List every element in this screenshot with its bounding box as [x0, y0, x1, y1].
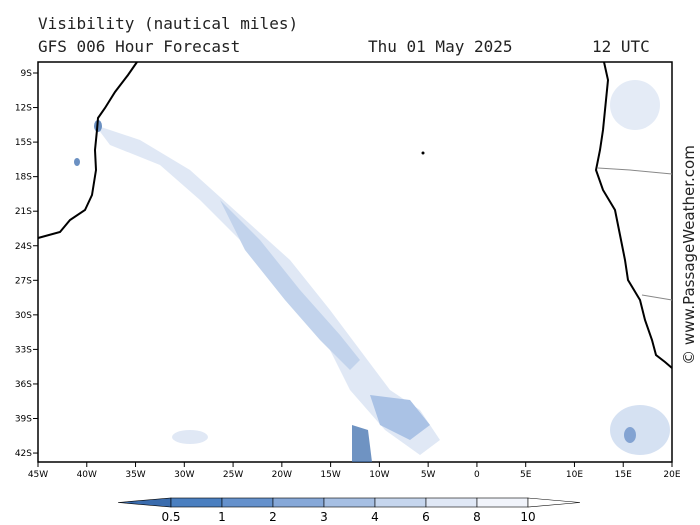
- colorbar-swatch: [117, 497, 172, 508]
- credit: © www.PassageWeather.com: [680, 145, 698, 365]
- title: Visibility (nautical miles): [38, 14, 298, 33]
- lon-label: 15E: [615, 470, 632, 480]
- colorbar-swatch: [323, 497, 376, 508]
- coastline-south-america: [37, 61, 138, 239]
- coastline-africa: [594, 61, 673, 369]
- colorbar-swatch: [272, 497, 325, 508]
- colorbar-label: 6: [422, 510, 430, 524]
- visibility-field: [74, 80, 670, 462]
- lon-axis: 45W 40W 35W 30W 25W 20W 15W 10W 5W 0 5E 10E 15E 20E: [28, 462, 681, 480]
- colorbar-swatch: [425, 497, 478, 508]
- colorbar-label: 10: [520, 510, 535, 524]
- colorbar-label: 0.5: [161, 510, 180, 524]
- colorbar-label: 1: [218, 510, 226, 524]
- lon-label: 5E: [520, 470, 532, 480]
- lon-label: 5W: [421, 470, 436, 480]
- colorbar-label: 8: [473, 510, 481, 524]
- map-area: [37, 61, 673, 463]
- lat-label: 27S: [15, 276, 32, 286]
- lon-label: 35W: [125, 470, 145, 480]
- lat-label: 9S: [21, 69, 33, 79]
- colorbar-swatch: [221, 497, 274, 508]
- colorbar-swatch: [374, 497, 427, 508]
- lon-label: 10W: [369, 470, 389, 480]
- lon-label: 45W: [28, 470, 48, 480]
- lat-axis: 9S 12S 15S 18S 21S 24S 27S 30S 33S 36S 39S 42S: [15, 69, 38, 459]
- lat-label: 30S: [15, 311, 32, 321]
- lat-label: 36S: [15, 380, 32, 390]
- colorbar-swatch: [476, 497, 529, 508]
- lat-label: 24S: [15, 242, 32, 252]
- colorbar-label: 4: [371, 510, 379, 524]
- lat-label: 39S: [15, 415, 32, 425]
- lon-label: 15W: [320, 470, 340, 480]
- lat-label: 42S: [15, 449, 32, 459]
- lon-label: 0: [474, 470, 480, 480]
- colorbar-label: 3: [320, 510, 328, 524]
- lon-label: 20W: [272, 470, 292, 480]
- lon-label: 25W: [223, 470, 243, 480]
- date: Thu 01 May 2025: [368, 37, 513, 56]
- lon-label: 30W: [174, 470, 194, 480]
- subtitle: GFS 006 Hour Forecast: [38, 37, 240, 56]
- lat-label: 12S: [15, 104, 32, 114]
- lat-label: 15S: [15, 138, 32, 148]
- colorbar-label: 2: [269, 510, 277, 524]
- lat-label: 21S: [15, 207, 32, 217]
- colorbar-swatch: [170, 497, 223, 508]
- colorbar: 0.5 1 2 3 4 6 8 10: [117, 497, 581, 524]
- time: 12 UTC: [592, 37, 650, 56]
- borders: [597, 167, 673, 301]
- lat-label: 18S: [15, 173, 32, 183]
- lon-label: 40W: [77, 470, 97, 480]
- colorbar-swatch: [527, 497, 581, 508]
- lon-label: 10E: [566, 470, 583, 480]
- island: [421, 151, 425, 155]
- map-frame: [37, 61, 673, 463]
- lat-label: 33S: [15, 345, 32, 355]
- lon-label: 20E: [663, 470, 680, 480]
